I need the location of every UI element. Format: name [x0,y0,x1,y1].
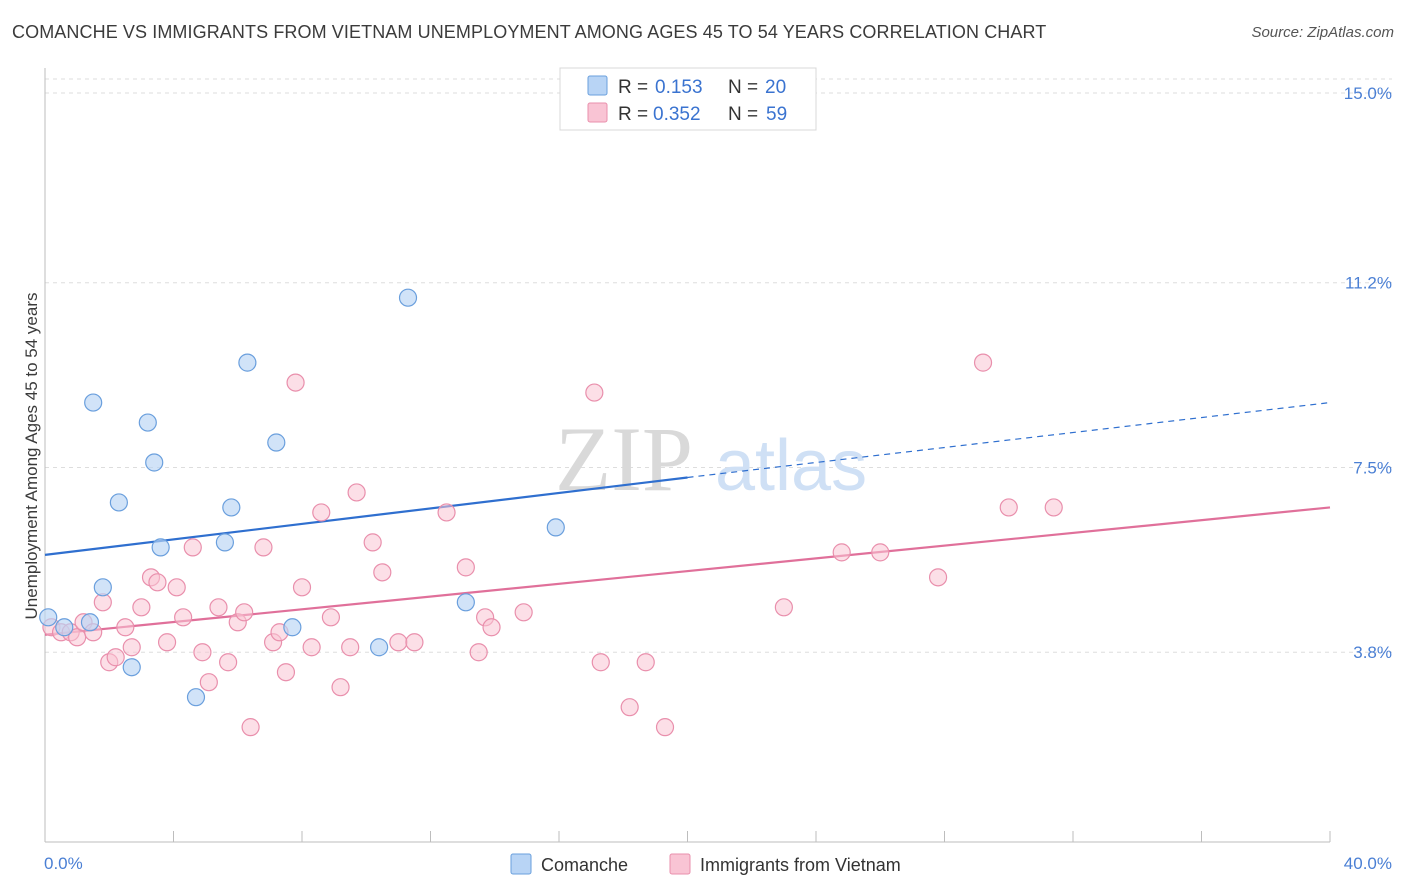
point-comanche [139,414,156,431]
point-vietnam [194,644,211,661]
legend-r-label-1: R = [618,77,648,98]
watermark-zip: ZIP [555,408,693,510]
point-vietnam [184,539,201,556]
point-vietnam [657,719,674,736]
point-vietnam [123,639,140,656]
point-vietnam [159,634,176,651]
y-tick-labels: 3.8% 7.5% 11.2% 15.0% [1344,84,1392,662]
point-vietnam [210,599,227,616]
point-comanche [81,614,98,631]
point-vietnam [470,644,487,661]
point-vietnam [287,374,304,391]
legend-r-value-2: 0.352 [653,104,701,125]
point-vietnam [322,609,339,626]
point-vietnam [930,569,947,586]
y-tick-label: 11.2% [1345,274,1392,293]
point-comanche [216,534,233,551]
point-comanche [110,494,127,511]
point-comanche [239,354,256,371]
bottom-legend-swatch-vietnam [670,854,690,874]
point-comanche [152,539,169,556]
point-vietnam [586,384,603,401]
point-vietnam [200,674,217,691]
legend-n-value-2: 59 [766,104,787,125]
legend-n-label-1: N = [728,77,758,98]
point-vietnam [637,654,654,671]
y-tick-label: 7.5% [1353,458,1392,477]
point-comanche [547,519,564,536]
point-vietnam [872,544,889,561]
point-vietnam [515,604,532,621]
legend-n-value-1: 20 [765,77,786,98]
point-vietnam [390,634,407,651]
point-vietnam [175,609,192,626]
point-vietnam [775,599,792,616]
point-comanche [85,394,102,411]
point-vietnam [168,579,185,596]
point-comanche [56,619,73,636]
legend-swatch-vietnam [588,103,607,122]
x-tick-label: 0.0% [44,854,83,873]
y-tick-label: 15.0% [1344,84,1392,103]
point-vietnam [332,679,349,696]
legend-r-label-2: R = [618,104,648,125]
point-vietnam [1000,499,1017,516]
point-vietnam [621,699,638,716]
point-vietnam [833,544,850,561]
legend-n-label-2: N = [728,104,758,125]
point-vietnam [133,599,150,616]
point-comanche [123,659,140,676]
y-tick-label: 3.8% [1353,643,1392,662]
x-tick-label: 40.0% [1344,854,1392,873]
bottom-legend: Comanche Immigrants from Vietnam [511,854,901,875]
legend-swatch-comanche [588,76,607,95]
legend-r-value-1: 0.153 [655,77,703,98]
bottom-legend-label-vietnam: Immigrants from Vietnam [700,855,901,875]
point-vietnam [592,654,609,671]
point-vietnam [438,504,455,521]
point-vietnam [406,634,423,651]
point-vietnam [364,534,381,551]
data-points [40,289,1063,735]
point-vietnam [313,504,330,521]
point-comanche [400,289,417,306]
point-vietnam [374,564,391,581]
y-axis-label: Unemployment Among Ages 45 to 54 years [22,293,41,620]
point-vietnam [294,579,311,596]
point-vietnam [1045,499,1062,516]
point-vietnam [457,559,474,576]
bottom-legend-swatch-comanche [511,854,531,874]
point-vietnam [303,639,320,656]
point-vietnam [236,604,253,621]
watermark: ZIP atlas [555,408,867,510]
point-vietnam [220,654,237,671]
point-comanche [284,619,301,636]
point-comanche [40,609,57,626]
point-comanche [187,689,204,706]
point-vietnam [117,619,134,636]
point-vietnam [975,354,992,371]
point-vietnam [107,649,124,666]
point-comanche [371,639,388,656]
bottom-legend-label-comanche: Comanche [541,855,628,875]
point-vietnam [277,664,294,681]
top-legend: R = 0.153 N = 20 R = 0.352 N = 59 [560,68,816,130]
point-vietnam [342,639,359,656]
point-vietnam [242,719,259,736]
point-comanche [223,499,240,516]
point-vietnam [149,574,166,591]
point-comanche [268,434,285,451]
point-vietnam [348,484,365,501]
point-comanche [94,579,111,596]
point-vietnam [483,619,500,636]
point-comanche [146,454,163,471]
point-vietnam [255,539,272,556]
point-comanche [457,594,474,611]
